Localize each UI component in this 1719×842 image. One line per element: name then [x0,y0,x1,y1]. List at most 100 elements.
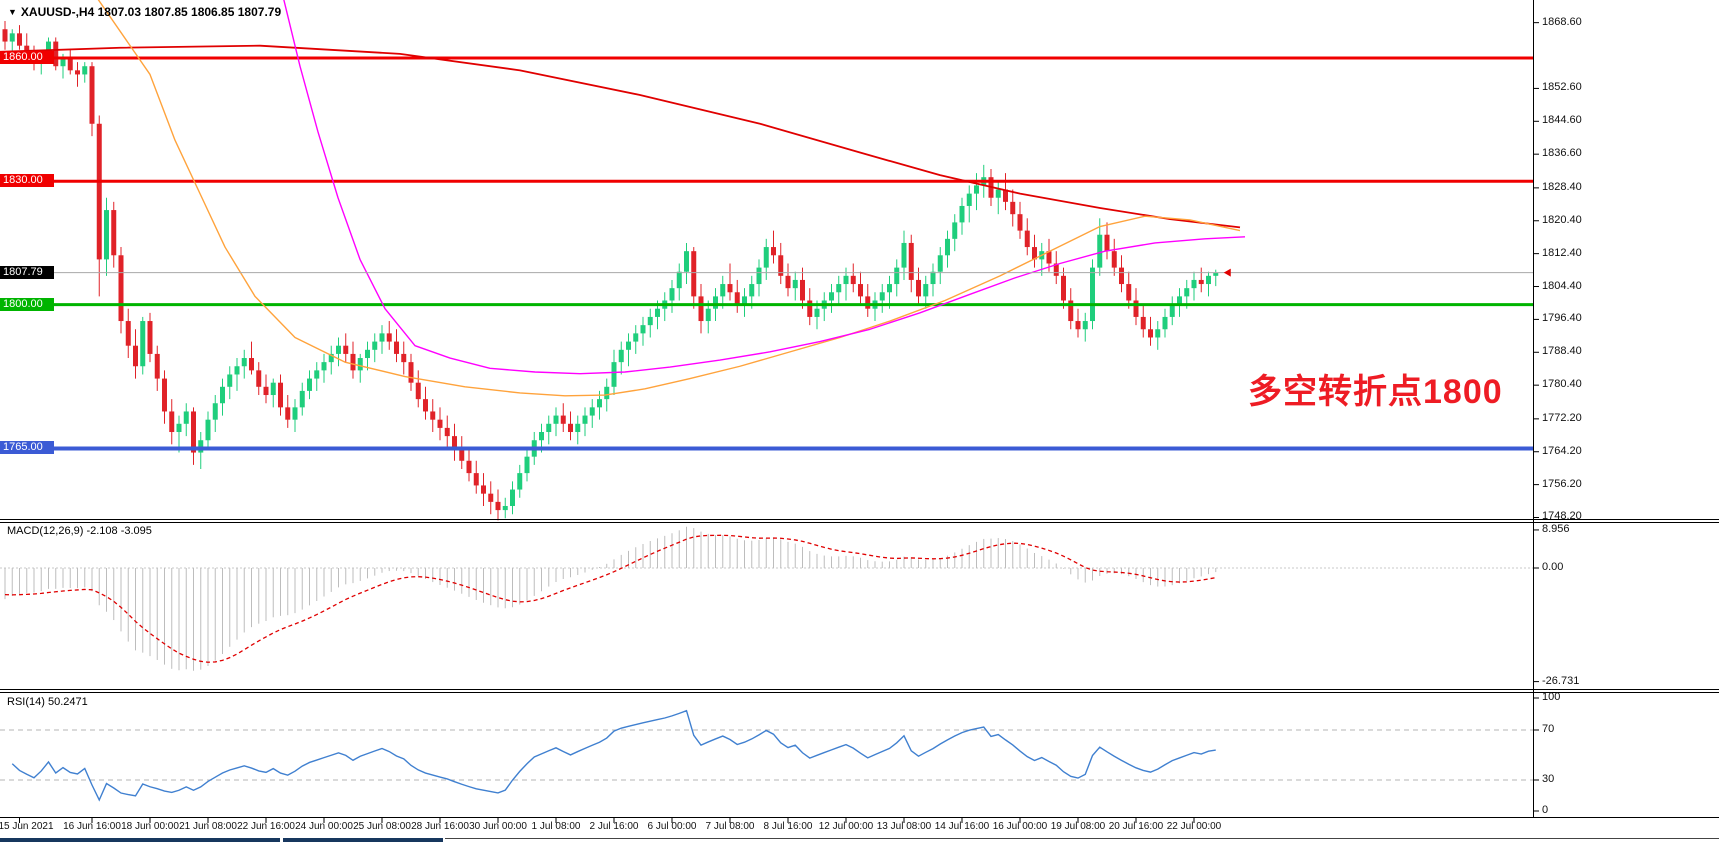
candle [1184,288,1190,297]
candle [1111,251,1117,268]
candle [858,284,863,297]
chart-tab[interactable] [283,838,443,842]
candle [749,284,755,297]
candle [104,210,109,260]
candle [626,341,631,350]
candle [720,284,726,297]
candle [459,448,465,461]
symbol-dropdown-icon[interactable]: ▼ [8,7,17,17]
candle [1162,316,1168,330]
price-tick-label: 1772.20 [1542,411,1582,424]
candle [887,284,892,293]
candle [843,275,849,285]
price-tick-label: 1844.60 [1542,114,1582,127]
candle [473,473,479,486]
candle [198,440,204,453]
candle [299,390,305,408]
candle [96,123,102,260]
candle [510,489,515,506]
candle [365,349,370,359]
candle [1082,321,1088,330]
candle [183,411,189,424]
time-label: 2 Jul 16:00 [589,821,639,832]
time-label: 6 Jul 00:00 [647,821,697,832]
rsi-axis-label: 70 [1542,723,1555,735]
candle [17,33,22,46]
price-level-badge[interactable]: 1765.00 [0,441,54,455]
time-label: 13 Jul 08:00 [876,821,932,832]
candle [292,407,298,420]
symbol-ohlc-readout: ▼ XAUUSD-,H4 1807.03 1807.85 1806.85 1807… [8,5,281,19]
candle [930,271,936,285]
candle [705,308,711,322]
ma-magenta [283,0,1246,375]
time-label: 25 Jun 08:00 [353,821,411,832]
candle [785,275,791,289]
price-level-badge[interactable]: 1830.00 [0,174,54,188]
candle [633,333,639,342]
candle [415,382,421,400]
candle [778,255,784,276]
candle [176,423,182,433]
candle [437,419,443,428]
candle [966,193,972,206]
time-label: 21 Jun 08:00 [179,821,237,832]
macd-axis-label: 8.956 [1542,522,1570,535]
candle [539,432,544,441]
candle [111,210,117,256]
candle [959,205,965,223]
candle [278,382,283,408]
candle [698,296,704,322]
price-tick-label: 1812.40 [1542,246,1582,259]
time-label: 8 Jul 16:00 [763,821,813,832]
candle [1155,329,1161,338]
candle [2,29,8,42]
price-tick-label: 1780.40 [1542,378,1582,391]
candle [546,423,552,433]
candle [597,399,602,408]
candle [241,358,247,367]
candle [807,300,813,317]
candle [1213,272,1219,276]
candle [357,358,363,371]
candle [212,403,218,420]
candle [1046,251,1052,264]
chart-tab[interactable] [0,838,280,842]
candle [372,341,378,350]
candle [894,267,900,285]
candle [568,423,573,433]
candle [502,505,508,511]
tab-strip-rest[interactable] [445,838,1719,842]
candle [125,321,131,346]
candle [1191,279,1197,289]
candle [560,415,566,424]
candle [800,279,805,301]
candle [401,353,407,363]
price-tick-label: 1796.40 [1542,312,1582,325]
candle [640,325,646,334]
candle [481,485,486,494]
time-label: 14 Jul 16:00 [934,821,990,832]
candle [1017,214,1023,231]
price-level-badge[interactable]: 1800.00 [0,297,54,311]
candle [582,415,588,424]
candle [575,423,581,433]
time-label: 24 Jun 00:00 [295,821,353,832]
candle [742,296,747,305]
candle [154,353,160,379]
rsi-axis-label: 100 [1542,691,1561,703]
candle [234,366,240,375]
candle [1140,316,1146,330]
price-tick-label: 1868.60 [1542,15,1582,28]
candle [1061,275,1066,301]
time-label: 12 Jul 00:00 [818,821,874,832]
time-label: 15 Jun 2021 [0,821,54,832]
candle [314,370,320,379]
candle [46,41,51,54]
candle [263,386,269,396]
price-level-badge[interactable]: 1860.00 [0,51,54,64]
candle [9,33,15,42]
annotation-text[interactable]: 多空转折点1800 [1248,373,1503,411]
candle [466,460,472,474]
